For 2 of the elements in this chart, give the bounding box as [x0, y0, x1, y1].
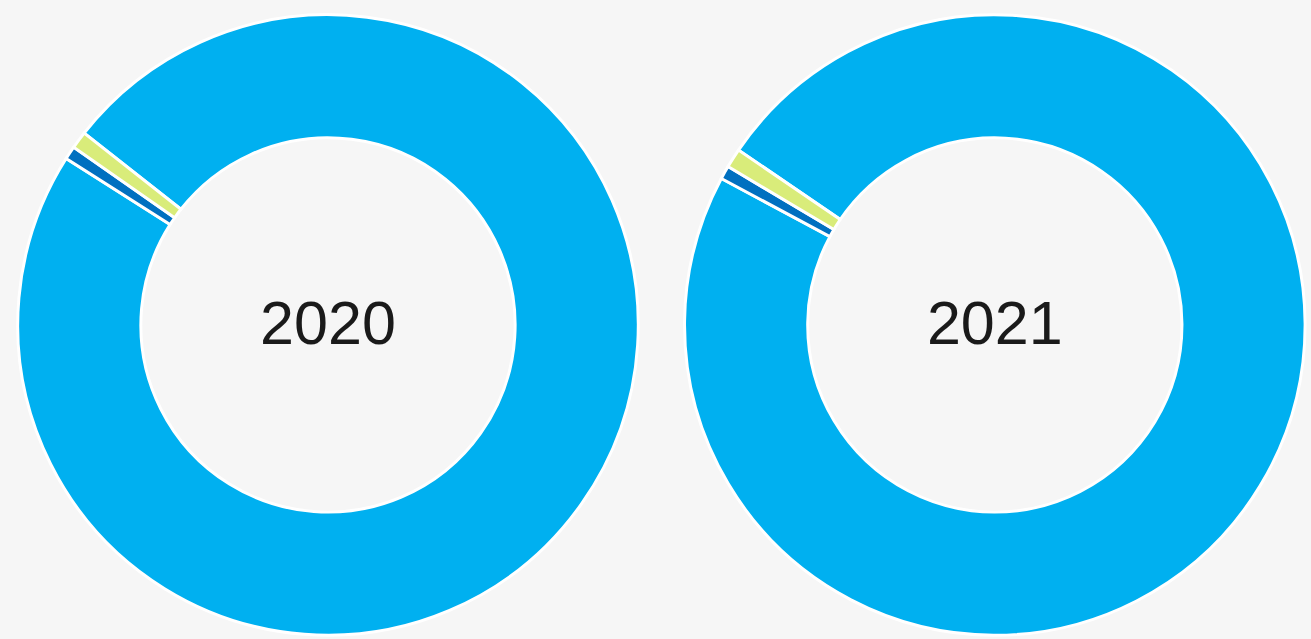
text: 2021 — [926, 288, 1063, 357]
text: 2020 — [260, 288, 396, 357]
